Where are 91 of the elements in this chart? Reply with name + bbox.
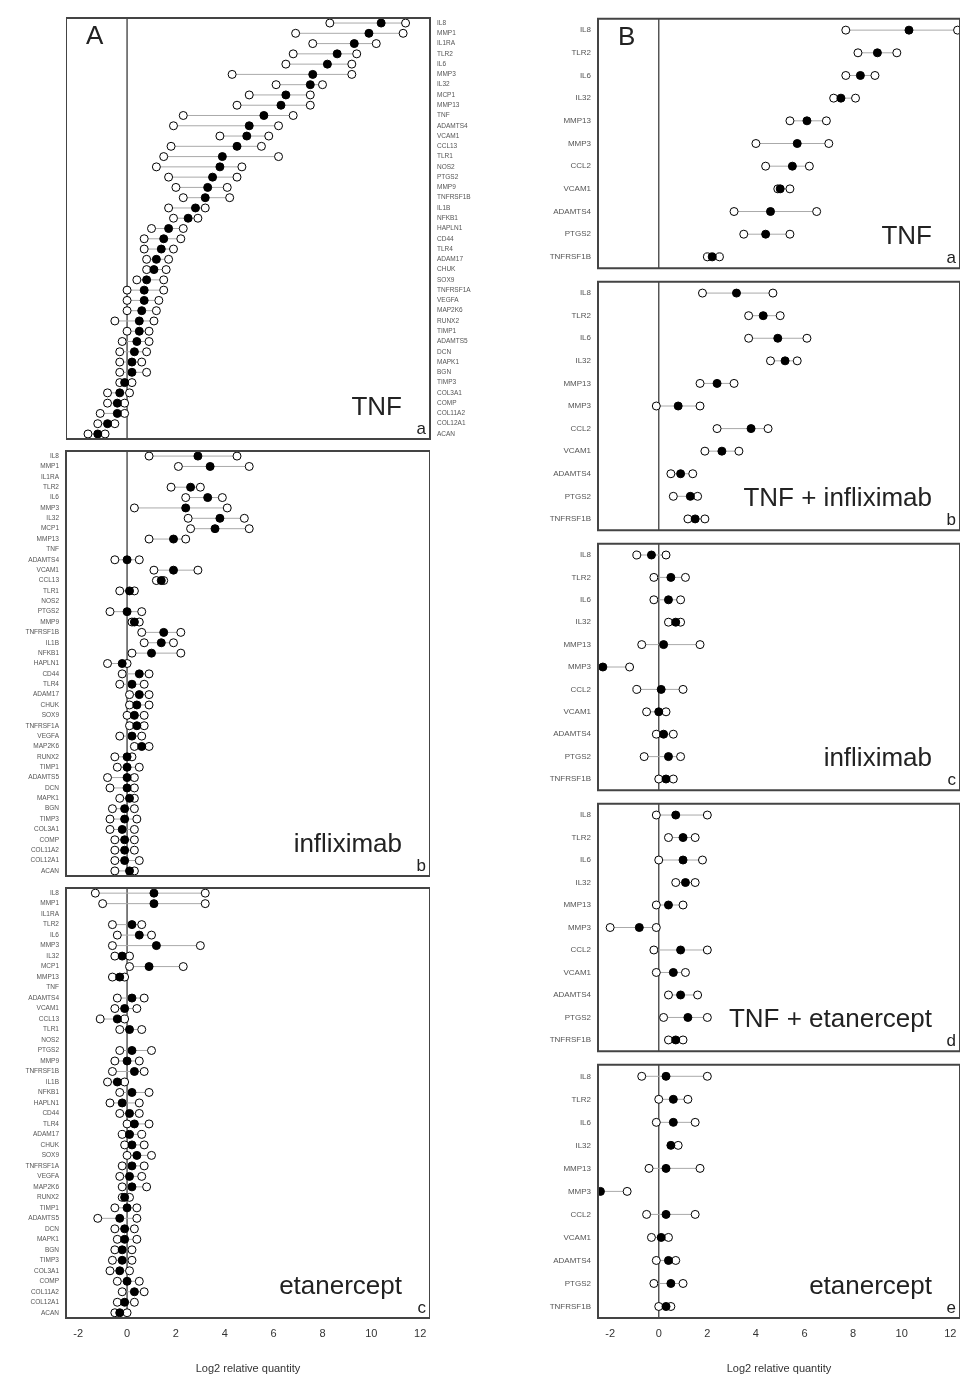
y-tick-label: IL6 (579, 595, 592, 604)
y-tick-label: MMP13 (563, 900, 592, 910)
x-tick-label: 8 (850, 1326, 857, 1339)
y-tick-label: ADAMTS4 (553, 1255, 592, 1265)
y-tick-label: TLR2 (571, 572, 592, 582)
y-tick-label: PTGS2 (564, 1278, 592, 1288)
text: etanercept (809, 1270, 933, 1301)
y-tick-label: PTGS2 (564, 1012, 592, 1022)
text: TNF + etanercept (728, 1003, 933, 1034)
y-tick-label: TLR2 (571, 48, 592, 58)
y-tick-label: IL8 (579, 288, 592, 298)
y-tick-label: CCL2 (570, 423, 592, 433)
y-tick-label: IL32 (575, 877, 592, 887)
y-tick-label: MMP13 (563, 1163, 592, 1173)
y-tick-label: CCL2 (570, 1209, 592, 1219)
text: TNF + infliximab (743, 482, 932, 513)
y-tick-label: MMP3 (567, 138, 592, 148)
x-tick-label: 10 (365, 1326, 378, 1339)
annotation: a (416, 419, 427, 439)
x-tick-label: -2 (73, 1326, 84, 1339)
x-tick-label: 4 (221, 1326, 228, 1339)
y-tick-label: PTGS2 (564, 491, 592, 501)
x-tick-label: 6 (270, 1326, 277, 1339)
y-tick-label: VCAM1 (563, 446, 592, 456)
y-tick-label: TNFRSF1B (549, 514, 591, 524)
x-axis-title: Log2 relative quantity (195, 1362, 301, 1375)
x-tick-label: 6 (801, 1326, 808, 1339)
annotation: c (947, 770, 957, 790)
x-tick-label: 2 (172, 1326, 179, 1339)
y-tick-label: IL32 (575, 93, 592, 103)
annotation: d (946, 1031, 956, 1051)
y-tick-label: CCL2 (570, 945, 592, 955)
y-tick-label: MMP13 (563, 639, 592, 649)
y-tick-label: ADAMTS4 (553, 729, 592, 739)
y-tick-label: IL6 (579, 855, 592, 865)
x-tick-label: 2 (704, 1326, 711, 1339)
y-tick-label: CCL2 (570, 161, 592, 171)
annotation: c (417, 1298, 427, 1318)
y-tick-label: MMP3 (567, 922, 592, 932)
y-tick-label: ADAMTS4 (553, 990, 592, 1000)
y-tick-label: MMP3 (567, 401, 592, 411)
text: TNF (351, 391, 402, 422)
y-tick-label: VCAM1 (563, 1232, 592, 1242)
x-tick-label: 10 (895, 1326, 908, 1339)
y-tick-label: IL32 (575, 1140, 592, 1150)
y-tick-label: VCAM1 (563, 707, 592, 716)
y-tick-label: IL8 (579, 25, 592, 35)
x-tick-label: 4 (752, 1326, 759, 1339)
x-tick-label: 0 (655, 1326, 662, 1339)
text: infliximab (293, 828, 402, 859)
y-tick-label: TLR2 (571, 310, 592, 320)
annotation: b (946, 510, 956, 530)
y-tick-label: TNFRSF1B (549, 1035, 591, 1045)
annotation: b (416, 856, 426, 876)
y-tick-label: IL6 (579, 70, 592, 80)
y-tick-label: IL6 (579, 1117, 592, 1127)
y-tick-label: MMP3 (567, 662, 592, 672)
y-tick-label: PTGS2 (564, 751, 592, 761)
y-tick-label: IL32 (575, 356, 592, 366)
y-tick-label: ADAMTS4 (553, 468, 592, 478)
y-tick-label: IL8 (579, 810, 592, 820)
text: infliximab (823, 742, 932, 773)
y-tick-label: IL8 (579, 1071, 592, 1081)
y-tick-label: IL32 (575, 617, 592, 627)
y-tick-label: TNFRSF1B (549, 1301, 591, 1311)
y-tick-label: MMP3 (567, 1186, 592, 1196)
text: TNF (881, 220, 932, 251)
y-tick-label: IL6 (579, 333, 592, 343)
y-tick-label: TLR2 (571, 1094, 592, 1104)
y-tick-label: MMP13 (563, 378, 592, 388)
x-tick-label: -2 (605, 1326, 616, 1339)
y-tick-label: TNFRSF1B (549, 774, 591, 784)
text: etanercept (279, 1270, 403, 1301)
annotation: A (86, 20, 104, 51)
y-tick-label: IL8 (579, 550, 592, 560)
x-tick-label: 12 (944, 1326, 957, 1339)
x-tick-label: 0 (124, 1326, 131, 1339)
annotation: a (946, 248, 957, 268)
y-tick-label: TNFRSF1B (549, 252, 591, 262)
y-tick-label: CCL2 (570, 684, 592, 694)
annotation: e (946, 1298, 956, 1318)
x-tick-label: 8 (319, 1326, 326, 1339)
y-tick-label: MMP13 (563, 116, 592, 126)
y-tick-label: TLR2 (571, 832, 592, 842)
y-tick-label: VCAM1 (563, 967, 592, 977)
y-tick-label: PTGS2 (564, 229, 592, 239)
x-axis-title: Log2 relative quantity (726, 1362, 832, 1375)
y-tick-label: VCAM1 (563, 184, 592, 194)
x-tick-label: 12 (414, 1326, 427, 1339)
y-tick-label: ADAMTS4 (553, 206, 592, 216)
annotation: B (618, 20, 636, 51)
